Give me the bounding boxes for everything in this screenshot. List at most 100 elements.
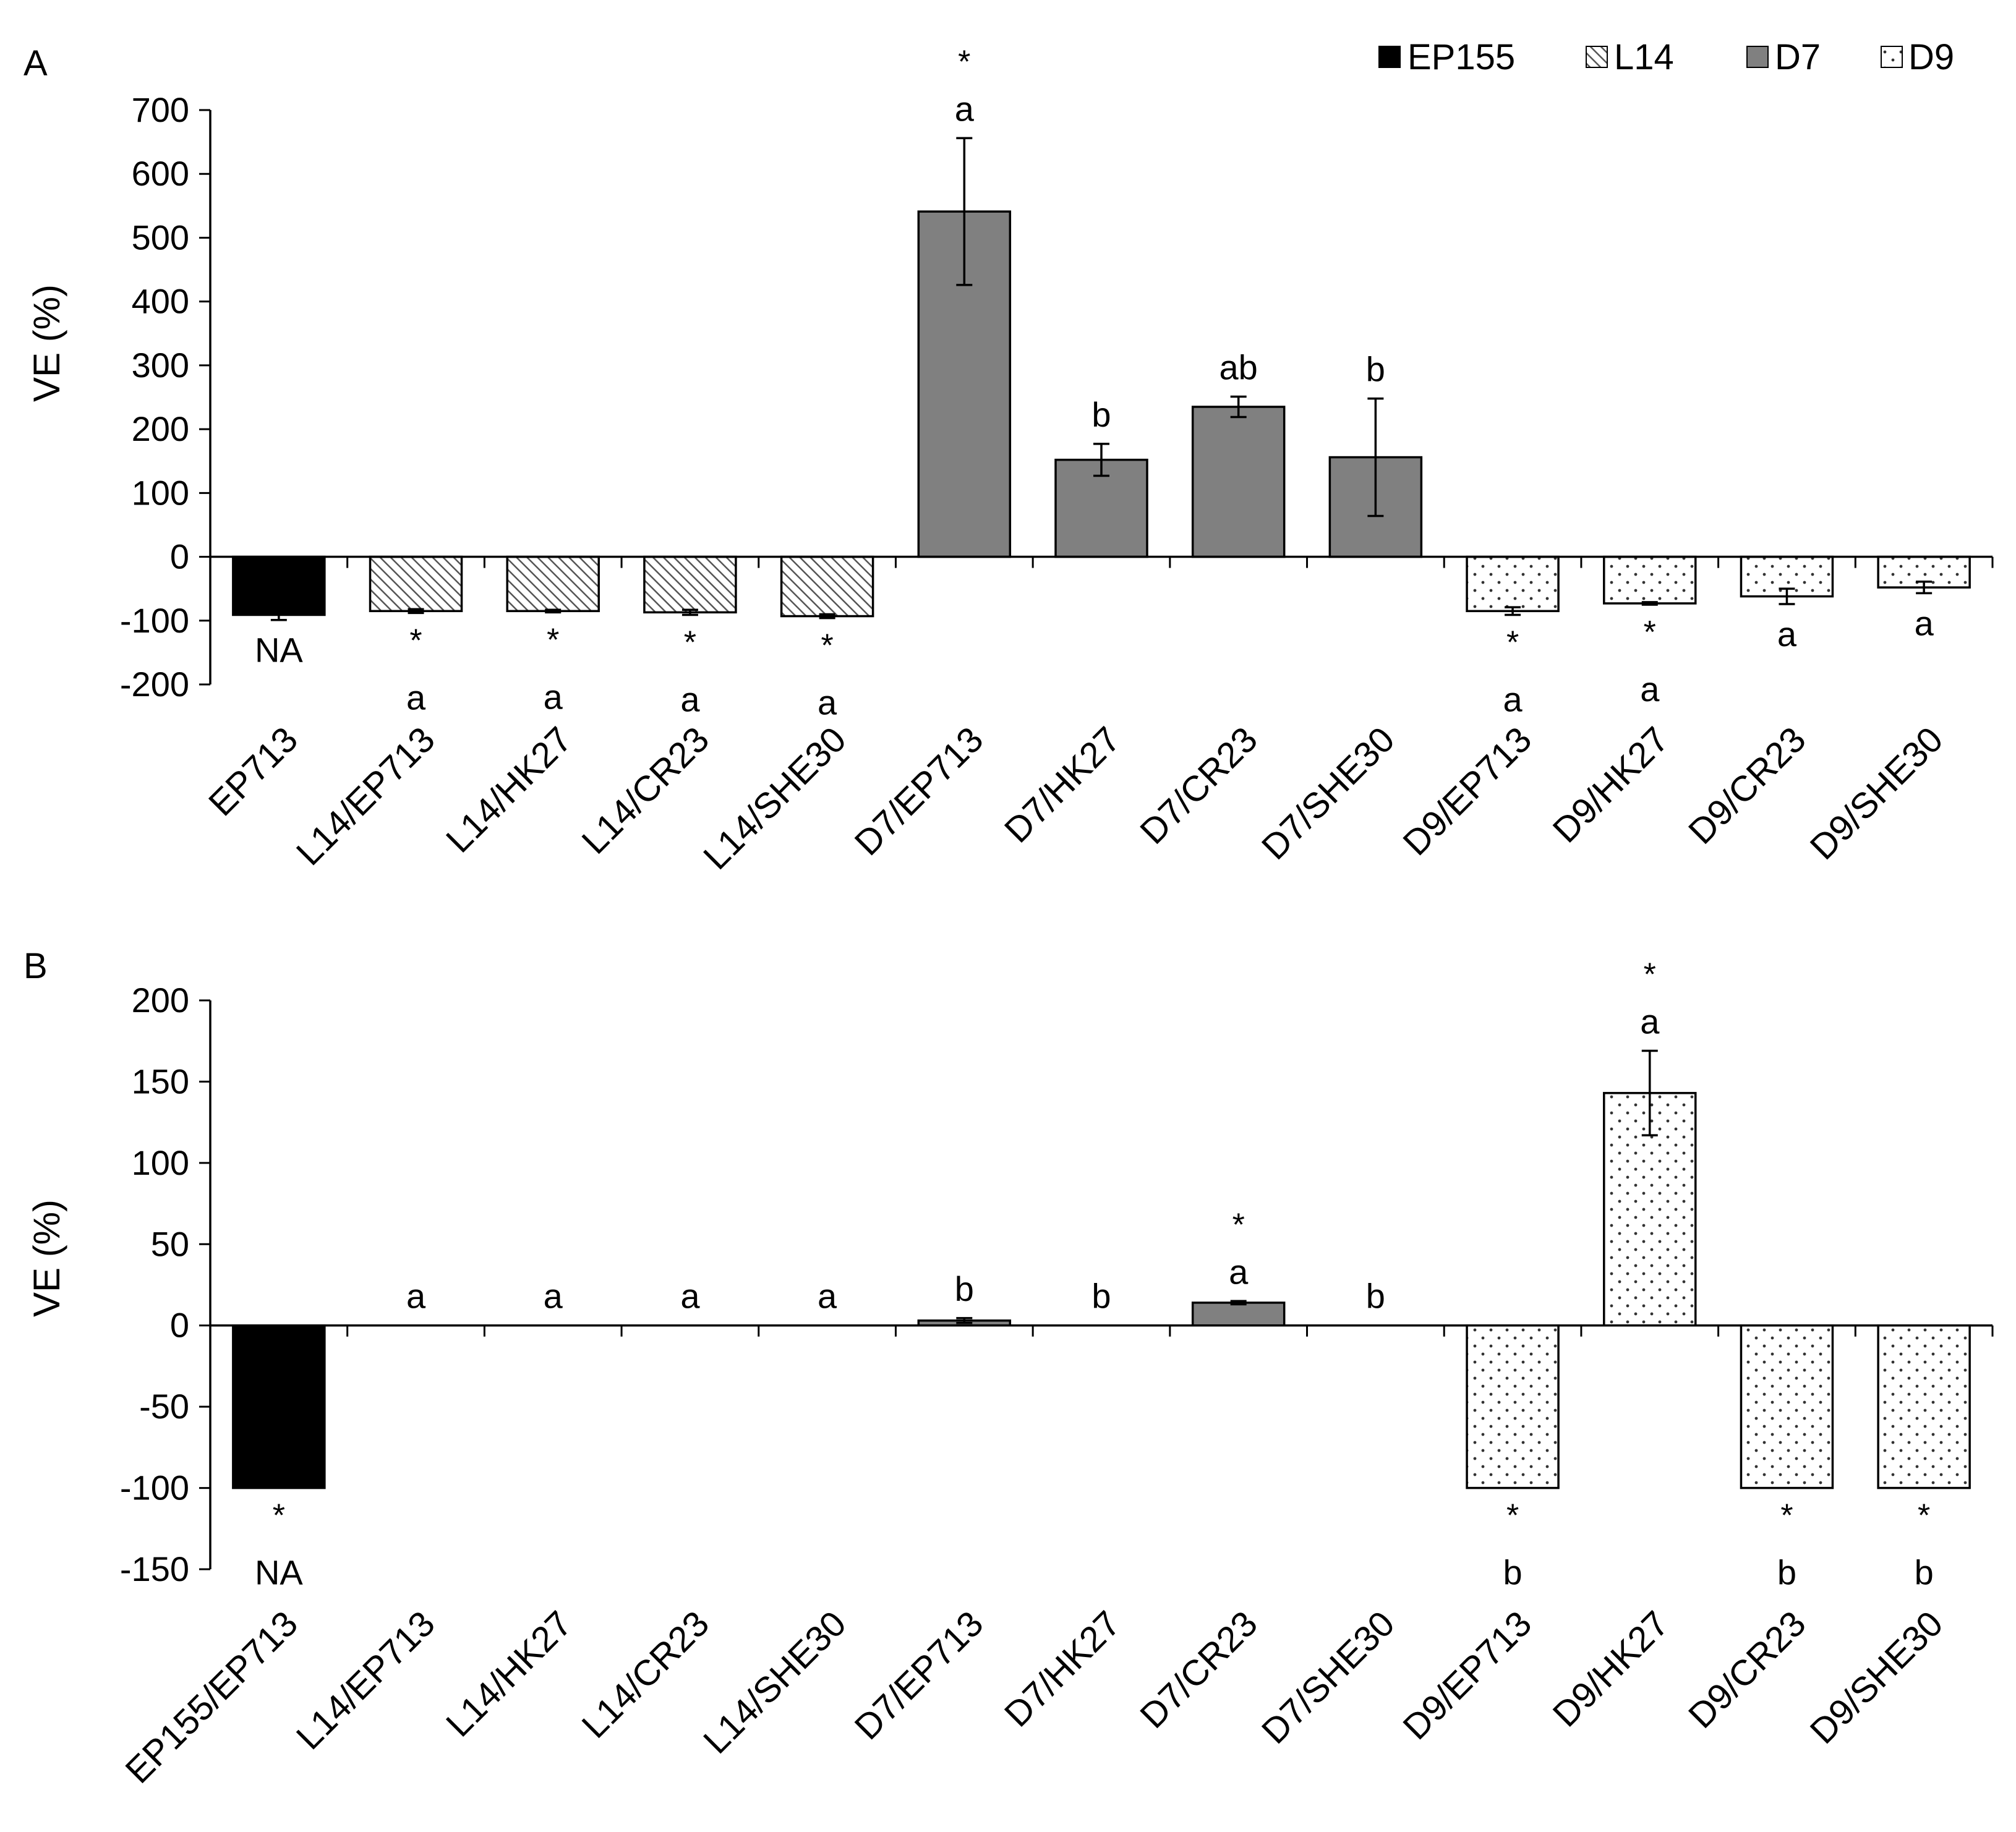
legend-item-d7: D7 xyxy=(1746,37,1821,77)
panel-a-group-letter: a xyxy=(544,677,563,716)
panel-a-category-label: D9/SHE30 xyxy=(1803,719,1951,867)
panel-b-significance-star: * xyxy=(1918,1498,1930,1534)
panel-a-group-letter: a xyxy=(1503,680,1523,718)
panel-a-category-label: L14/HK27 xyxy=(438,719,579,860)
panel-b-y-tick-label: 100 xyxy=(132,1143,189,1182)
panel-a-category-label: D7/HK27 xyxy=(997,719,1128,850)
panel-b-category-label: D7/EP713 xyxy=(847,1603,991,1747)
panel-a-group-letter: a xyxy=(1640,670,1660,709)
panel-a-group-letter: b xyxy=(1091,395,1111,434)
panel-b-group-letter: a xyxy=(680,1277,700,1316)
panel-a-y-tick-label: 600 xyxy=(132,154,189,193)
panel-a-bar-d9-ep713 xyxy=(1466,555,1560,613)
panel-b-label: B xyxy=(23,946,48,986)
panel-a-bar-l14-cr23 xyxy=(643,555,737,614)
panel-b-significance-star: * xyxy=(1232,1207,1245,1243)
panel-a-category-label: L14/SHE30 xyxy=(696,719,854,877)
panel-a-category-label: D9/CR23 xyxy=(1681,719,1814,852)
panel-b-category-label: D9/HK27 xyxy=(1545,1603,1676,1734)
panel-b-y-tick-label: 50 xyxy=(151,1224,189,1263)
panel-b-y-tick-label: -150 xyxy=(120,1549,189,1588)
panel-b: B VE (%) -150 -100 -50 0 50 100 150 200 * NA EP155… xyxy=(23,946,1994,1791)
panel-a-group-letter: a xyxy=(1915,603,1934,642)
panel-a-y-tick-label: 300 xyxy=(132,346,189,385)
legend-label-d7: D7 xyxy=(1775,37,1821,77)
panel-a-y-tick-label: 100 xyxy=(132,473,189,512)
panel-a-significance-star: * xyxy=(1644,615,1656,650)
panel-a-group-letter: a xyxy=(955,89,975,128)
panel-a-y-tick-label: 0 xyxy=(170,537,189,576)
panel-b-group-letter: a xyxy=(544,1277,563,1316)
panel-a-bar-ep713 xyxy=(232,555,326,616)
panel-b-bar-d7-cr23 xyxy=(1191,1302,1286,1327)
panel-b-category-label: L14/HK27 xyxy=(438,1603,579,1744)
panel-a-category-label: D7/SHE30 xyxy=(1254,719,1403,867)
panel-b-group-letter: b xyxy=(1915,1553,1934,1592)
panel-a-group-letter: a xyxy=(818,683,837,722)
panel-a-group-letter: a xyxy=(680,680,700,718)
legend-label-d9: D9 xyxy=(1908,37,1954,77)
legend-swatch-d9 xyxy=(1881,46,1903,68)
panel-a-y-tick-label: 500 xyxy=(132,218,189,257)
panel-a-plot: -200-1000100200300400500600700NAEP713*aL… xyxy=(120,44,1994,877)
panel-b-group-letter: b xyxy=(1503,1553,1522,1592)
panel-a-group-letter: ab xyxy=(1219,347,1258,386)
panel-a-significance-star: * xyxy=(684,624,696,660)
panel-a-significance-star: * xyxy=(547,622,559,658)
panel-b-category-label: D9/CR23 xyxy=(1681,1603,1814,1736)
panel-b-bar-d9-she30 xyxy=(1877,1324,1971,1489)
panel-a-category-label: D9/EP713 xyxy=(1395,719,1539,863)
panel-b-y-tick-label: 0 xyxy=(170,1306,189,1345)
panel-b-category-label: EP155/EP713 xyxy=(117,1603,305,1791)
panel-b-category-label: D7/HK27 xyxy=(997,1603,1128,1734)
panel-b-y-tick-label: -50 xyxy=(139,1387,189,1426)
panel-a-bar-l14-ep713 xyxy=(369,555,463,613)
panel-b-group-letter: b xyxy=(1366,1277,1385,1316)
panel-a-bar-l14-hk27 xyxy=(506,555,600,613)
panel-a-bar-d7-cr23 xyxy=(1191,406,1286,558)
panel-b-category-label: L14/EP713 xyxy=(289,1603,443,1757)
legend: EP155 L14 D7 D9 xyxy=(1378,37,1954,77)
panel-a-y-tick-label: -200 xyxy=(120,665,189,704)
panel-a-y-tick-label: 700 xyxy=(132,90,189,129)
legend-swatch-l14 xyxy=(1586,46,1608,68)
panel-b-significance-star: * xyxy=(1644,956,1656,992)
panel-a-bar-d9-hk27 xyxy=(1603,555,1697,605)
legend-label-l14: L14 xyxy=(1614,37,1674,77)
panel-b-bar-d9-cr23 xyxy=(1740,1324,1834,1489)
panel-a-bar-l14-she30 xyxy=(780,555,874,618)
panel-b-category-label: D7/CR23 xyxy=(1132,1603,1265,1736)
panel-b-group-letter: b xyxy=(1091,1277,1111,1316)
panel-b-group-letter: b xyxy=(1777,1553,1796,1592)
panel-b-plot: -150 -100 -50 0 50 100 150 200 * NA EP155/EP713 a L1… xyxy=(117,956,1994,1791)
panel-a-significance-star: * xyxy=(821,628,833,664)
panel-b-y-tick-label: 200 xyxy=(132,981,189,1020)
panel-a-group-letter: b xyxy=(1366,350,1385,389)
panel-b-group-letter: NA xyxy=(255,1553,303,1592)
panel-a-category-label: D7/EP713 xyxy=(847,719,991,863)
panel-a-y-tick-label: 400 xyxy=(132,282,189,321)
panel-b-group-letter: b xyxy=(955,1269,974,1308)
legend-item-d9: D9 xyxy=(1881,37,1954,77)
panel-a-y-tick-label: 200 xyxy=(132,409,189,448)
panel-a-y-tick-label: -100 xyxy=(120,601,189,640)
legend-swatch-d7 xyxy=(1746,46,1769,68)
panel-b-category-label: D9/SHE30 xyxy=(1803,1603,1951,1752)
panel-b-group-letter: a xyxy=(406,1277,426,1316)
panel-b-bar-d9-ep713 xyxy=(1466,1324,1560,1489)
panel-b-category-label: D9/EP713 xyxy=(1395,1603,1539,1747)
panel-b-significance-star: * xyxy=(273,1498,285,1534)
panel-a: A VE (%) -200 -100 0 100 200 300 400 500 600 700 N… xyxy=(23,43,1994,877)
panel-b-y-tick-label: -100 xyxy=(120,1468,189,1507)
panel-a-group-letter: NA xyxy=(255,631,303,670)
panel-a-significance-star: * xyxy=(1506,624,1519,660)
panel-b-group-letter: a xyxy=(1640,1002,1660,1041)
panel-a-category-label: D9/HK27 xyxy=(1545,719,1676,850)
panel-b-significance-star: * xyxy=(1780,1498,1793,1534)
panel-a-significance-star: * xyxy=(409,623,422,658)
legend-label-ep155: EP155 xyxy=(1407,37,1515,77)
legend-swatch-ep155 xyxy=(1378,46,1401,68)
panel-a-significance-star: * xyxy=(958,44,970,80)
panel-a-category-label: D7/CR23 xyxy=(1132,719,1265,852)
